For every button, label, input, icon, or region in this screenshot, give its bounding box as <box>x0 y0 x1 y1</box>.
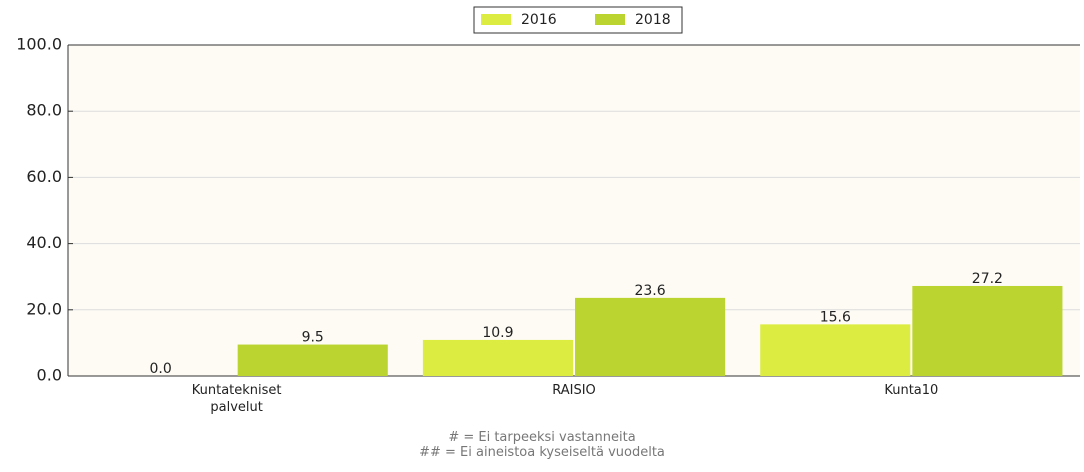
value-label: 9.5 <box>302 330 324 346</box>
bar <box>237 344 388 376</box>
legend-label: 2016 <box>521 12 557 28</box>
legend-swatch <box>595 14 625 25</box>
value-label: 27.2 <box>972 271 1003 287</box>
plot-area <box>68 45 1080 376</box>
bar <box>575 297 726 376</box>
value-label: 10.9 <box>482 325 513 341</box>
y-tick-label: 80.0 <box>26 101 62 120</box>
y-tick-label: 40.0 <box>26 233 62 252</box>
bar <box>422 339 573 376</box>
value-label: 23.6 <box>634 283 665 299</box>
bar <box>760 324 911 376</box>
footnote: ## = Ei aineistoa kyseiseltä vuodelta <box>419 445 665 460</box>
x-tick-label: Kunta10 <box>884 383 939 398</box>
y-tick-label: 0.0 <box>37 366 62 385</box>
footnote: # = Ei tarpeeksi vastanneita <box>448 430 636 445</box>
x-tick-label: Kuntatekniset palvelut <box>191 383 282 415</box>
value-label: 0.0 <box>149 361 171 377</box>
y-tick-label: 60.0 <box>26 167 62 186</box>
y-tick-label: 100.0 <box>16 35 62 54</box>
value-label: 15.6 <box>820 309 851 325</box>
y-tick-label: 20.0 <box>26 299 62 318</box>
bar <box>912 285 1063 376</box>
x-tick-label: RAISIO <box>552 383 596 398</box>
legend-swatch <box>481 14 511 25</box>
legend-label: 2018 <box>635 12 671 28</box>
